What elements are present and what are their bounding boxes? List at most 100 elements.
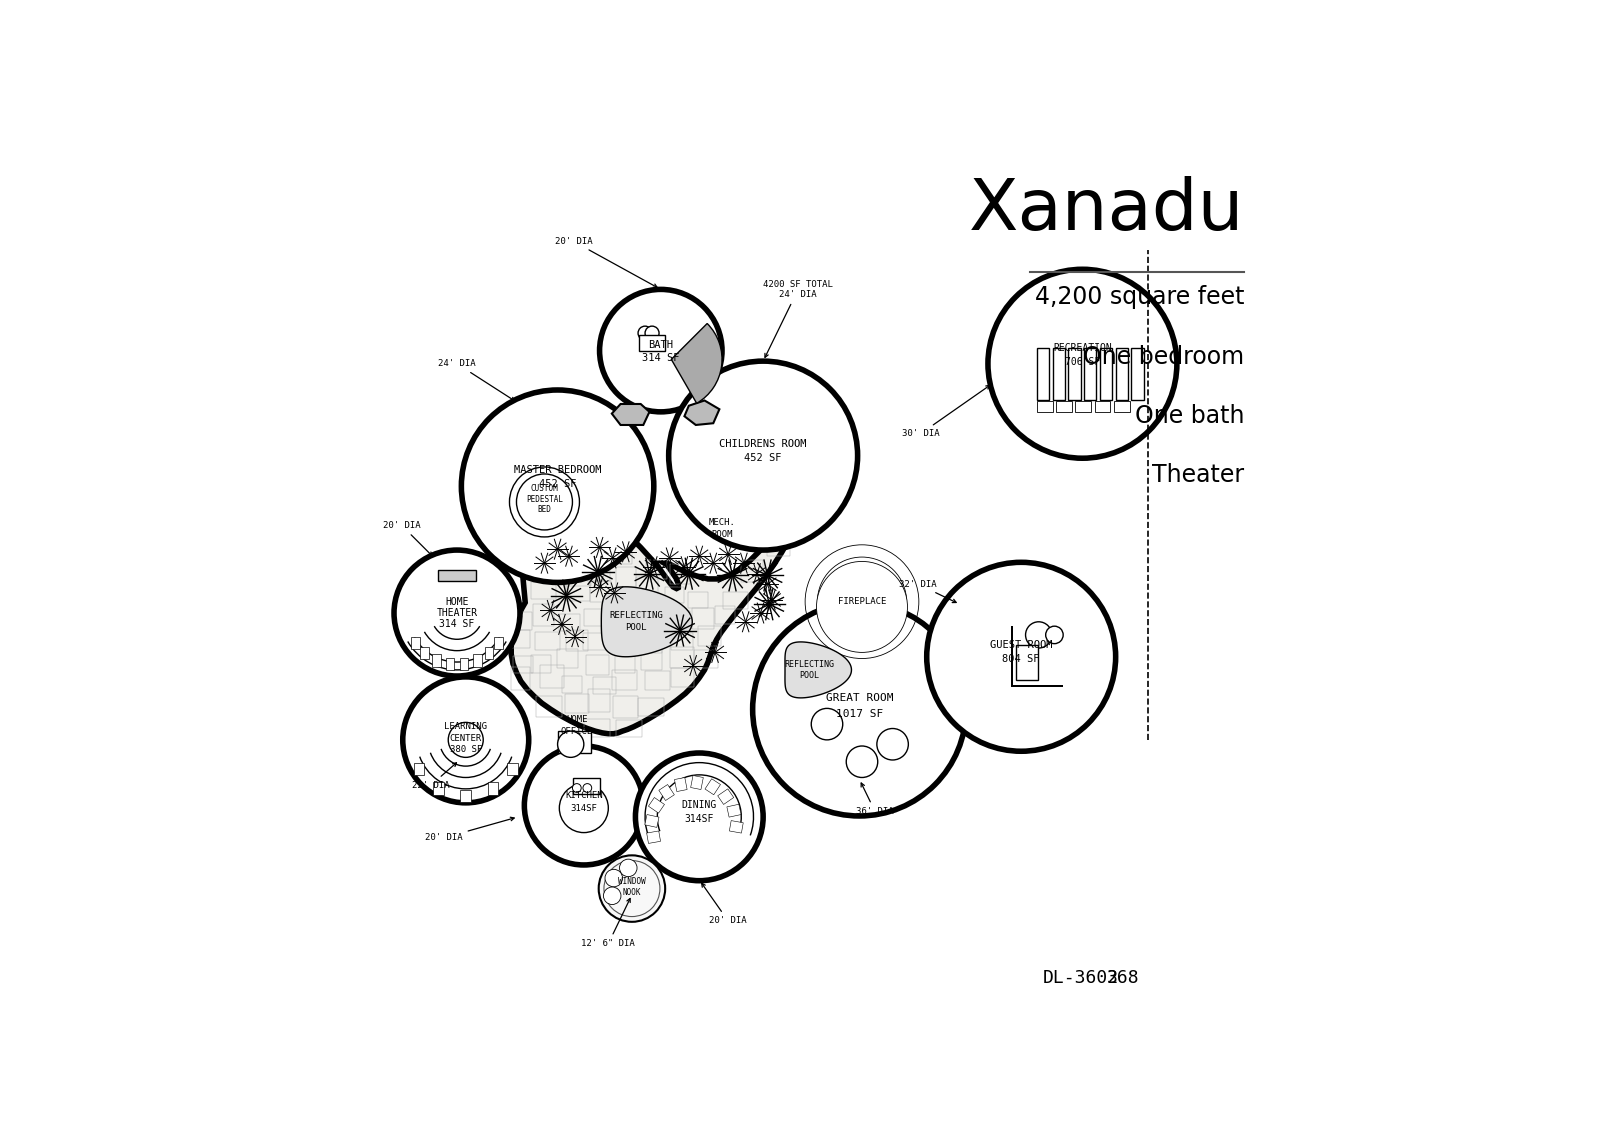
Text: GUEST ROOM: GUEST ROOM [990,641,1053,651]
Text: POOL: POOL [800,670,819,679]
Text: KITCHEN: KITCHEN [565,792,603,801]
Polygon shape [512,507,798,734]
Bar [618,601,642,623]
Bar [584,540,605,557]
Circle shape [525,746,643,864]
Bar [688,592,707,608]
Bar [1069,348,1080,401]
Bar [586,655,610,675]
Circle shape [600,290,722,412]
Text: 380 SF: 380 SF [450,745,482,754]
Bar [1011,685,1062,687]
Bar [507,762,518,775]
Text: 20' DIA: 20' DIA [426,817,514,843]
Bar [619,628,640,646]
Bar [531,558,555,579]
Text: OFFICE: OFFICE [560,727,594,736]
Bar [659,785,674,801]
Bar [768,519,794,538]
Text: REFLECTING: REFLECTING [784,660,835,669]
Circle shape [669,361,858,550]
Bar [587,561,611,580]
Bar [614,651,635,673]
Circle shape [834,579,890,635]
Bar [642,649,662,670]
Bar [718,788,734,804]
Bar [432,654,442,667]
Text: 20' DIA: 20' DIA [702,884,747,926]
Bar [616,586,637,609]
Bar [534,633,560,651]
Bar [1016,645,1038,680]
Bar [693,608,714,629]
Circle shape [394,550,520,676]
Bar [1114,401,1130,412]
Bar [533,604,554,626]
Bar [670,668,693,687]
Bar [488,783,498,795]
Text: Xanadu: Xanadu [970,176,1245,244]
Bar [558,518,584,540]
Text: HOME: HOME [445,596,469,607]
Text: CUSTOM
PEDESTAL
BED: CUSTOM PEDESTAL BED [526,484,563,515]
Text: GREAT ROOM: GREAT ROOM [826,693,893,703]
Polygon shape [611,404,650,425]
Bar [730,820,744,833]
Bar [541,666,563,687]
Bar [1037,348,1050,401]
Bar [1075,401,1091,412]
Circle shape [582,784,592,793]
Circle shape [816,561,907,652]
Circle shape [605,869,622,887]
Circle shape [560,784,608,833]
Bar [557,649,579,668]
Bar [566,579,590,601]
Bar [610,543,632,565]
Bar [646,830,661,843]
Circle shape [461,390,654,583]
Bar [531,655,550,674]
Bar [645,560,667,578]
Circle shape [877,728,909,760]
Polygon shape [602,587,693,657]
Bar [670,634,693,650]
Circle shape [826,570,899,644]
Text: 314SF: 314SF [570,803,597,812]
Circle shape [448,722,483,758]
Bar [706,779,720,795]
Circle shape [603,887,621,904]
Bar [648,797,664,813]
Text: 314 SF: 314 SF [440,619,475,629]
Bar [510,667,530,690]
Text: MECH.: MECH. [709,518,736,527]
Circle shape [752,602,966,816]
Bar [565,694,589,713]
Bar [594,677,616,694]
Bar [590,580,611,602]
Bar [1056,401,1072,412]
Wedge shape [672,324,722,403]
Bar [766,534,790,557]
Bar [670,648,694,668]
Text: 804 SF: 804 SF [1003,654,1040,665]
Bar [1094,401,1110,412]
Circle shape [1026,621,1051,648]
Bar [694,650,717,668]
Circle shape [573,784,581,793]
Bar [698,626,722,645]
Bar [531,582,555,599]
Circle shape [835,580,888,633]
Bar [584,633,610,650]
Text: 452 SF: 452 SF [744,453,782,463]
Bar [573,778,600,794]
Circle shape [645,326,659,340]
Bar [565,540,587,557]
Bar [638,698,664,717]
Bar [536,695,562,717]
Text: Theater: Theater [1152,463,1245,487]
Bar [584,521,608,537]
Bar [741,560,763,582]
Circle shape [843,587,882,626]
Bar [507,630,530,648]
Bar [485,648,493,659]
